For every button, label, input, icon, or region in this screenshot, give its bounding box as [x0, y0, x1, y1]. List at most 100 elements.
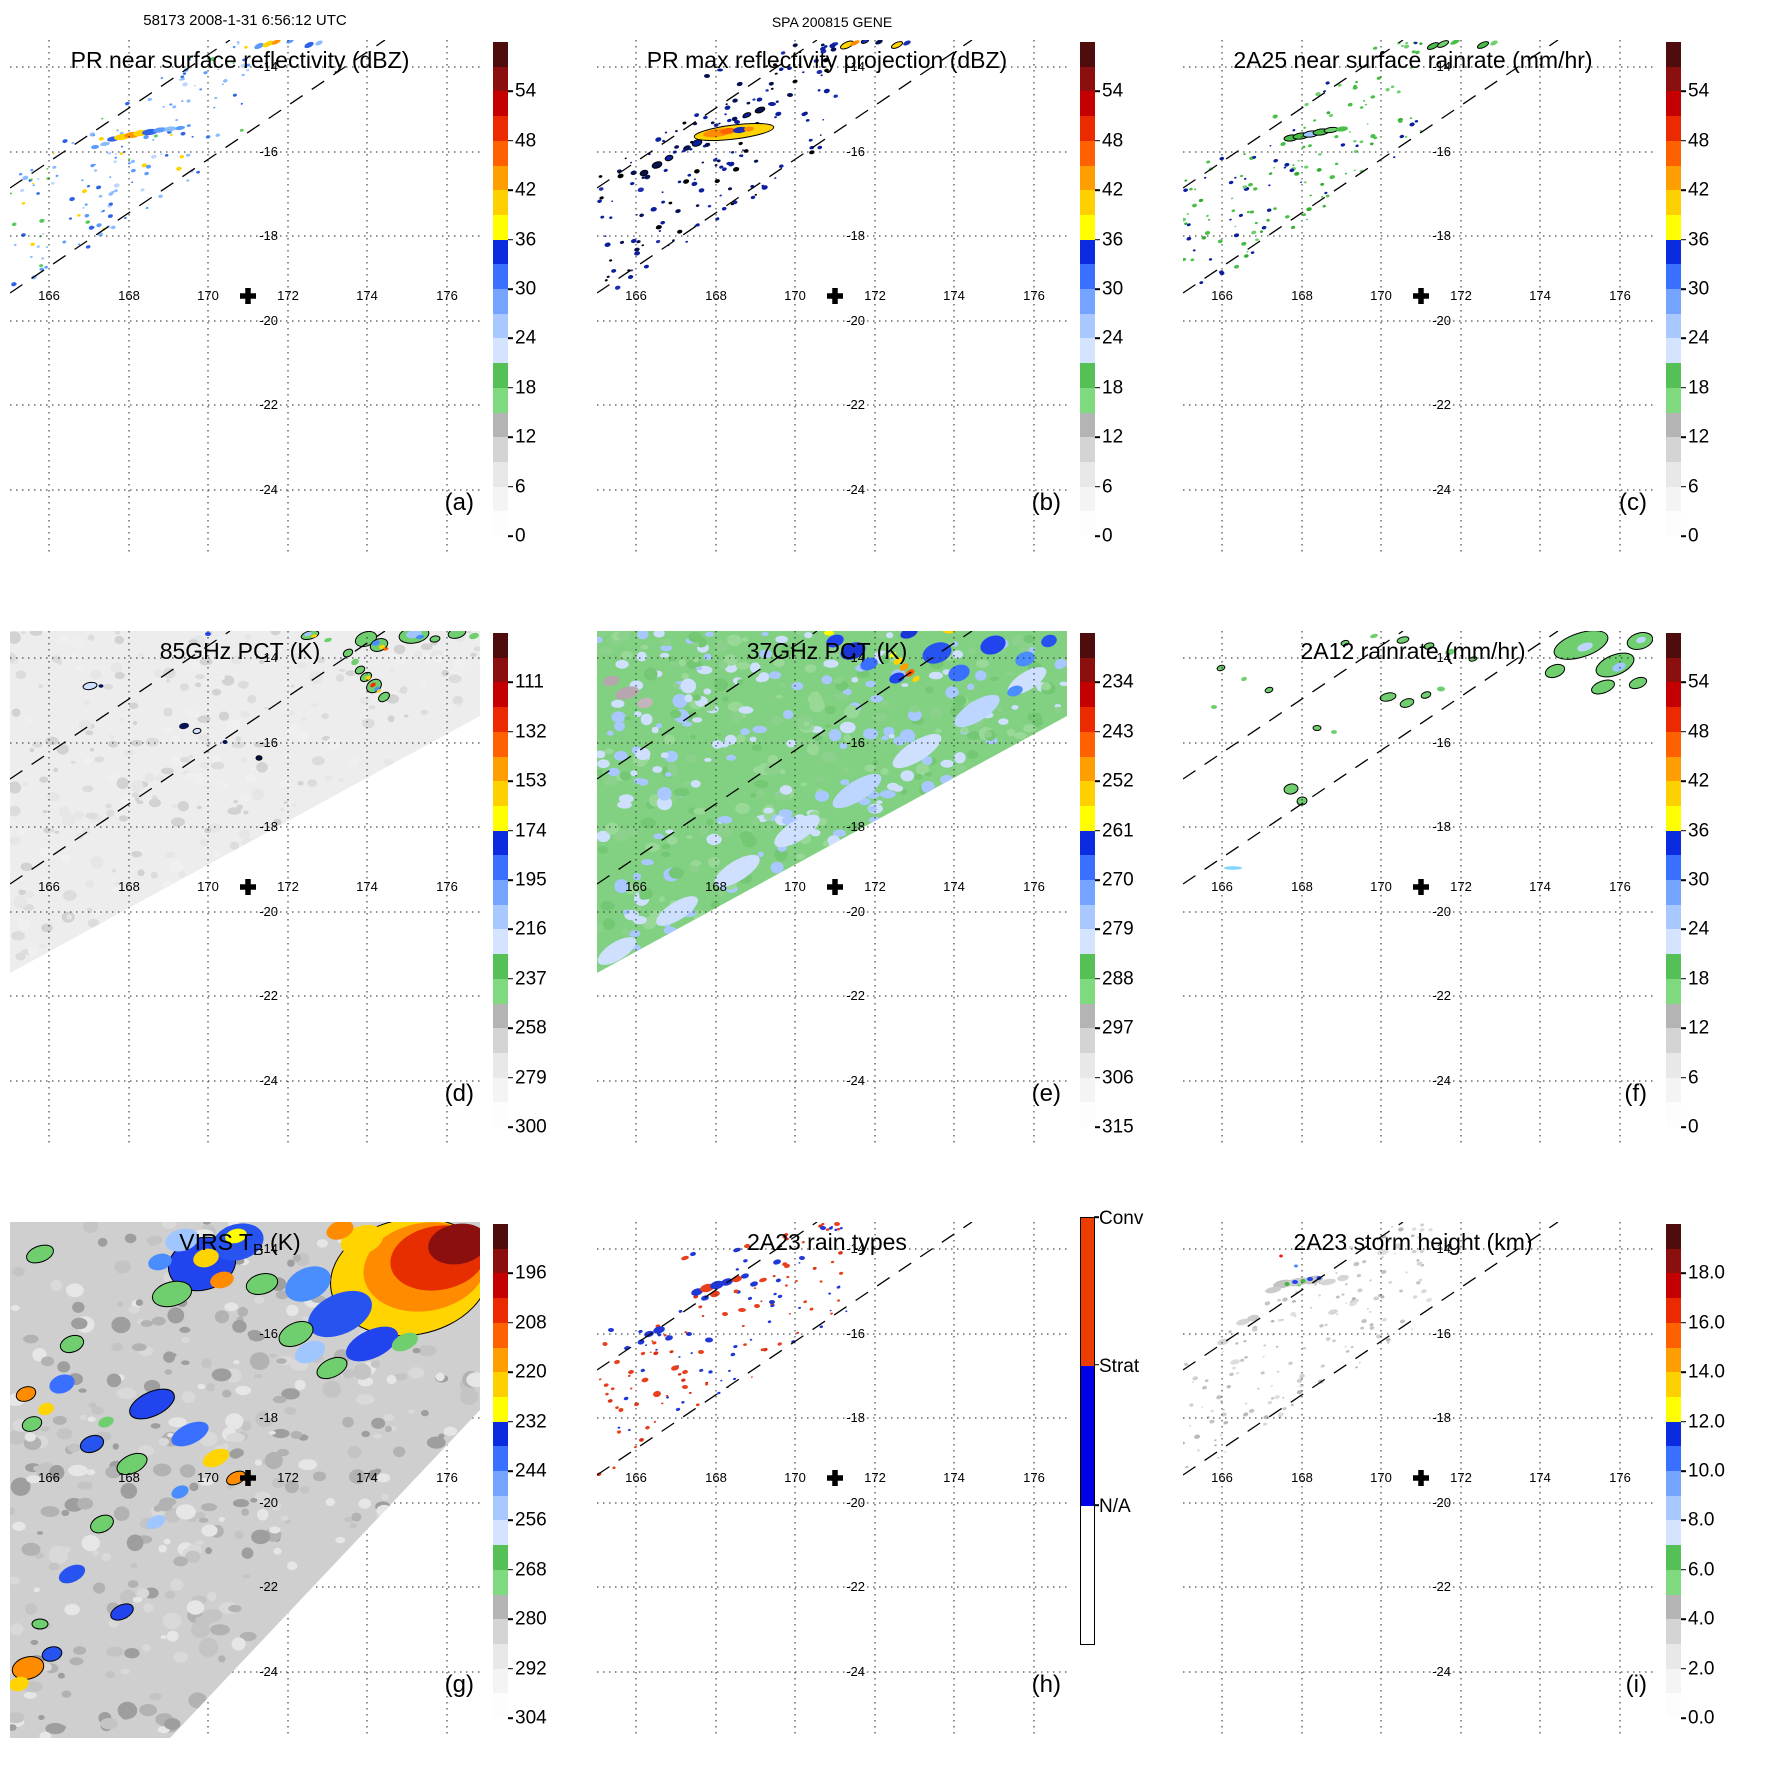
- colorbar-segment: [493, 1347, 508, 1373]
- colorbar-segment: [493, 781, 508, 806]
- swath-background: [10, 631, 480, 973]
- colorbar-segment: [1080, 880, 1095, 905]
- panel-h: 166 168 170 172 174 176 -14 -16 -18 -20 -22 -24 2A23…: [597, 1209, 1183, 1767]
- swath-edge-lower: [10, 40, 386, 294]
- colorbar-segment: [1080, 1077, 1095, 1103]
- lon-label: 176: [1609, 288, 1631, 303]
- colorbar-f: 54 48 42 36 30 24 18 12 6 0: [1666, 633, 1756, 1137]
- colorbar-segment: [1666, 313, 1681, 339]
- colorbar-scale: [1666, 42, 1681, 537]
- rain-type-colorbar: [1080, 1217, 1095, 1645]
- lon-label: 174: [1529, 288, 1551, 303]
- colorbar-tick-label: 12: [1688, 426, 1710, 448]
- colorbar-h: Conv Strat N/A: [1080, 1209, 1170, 1645]
- lat-label: -22: [259, 988, 278, 1003]
- colorbar-segment: [1080, 412, 1095, 438]
- colorbar-segment: [1080, 338, 1095, 364]
- lon-label: 168: [118, 1470, 140, 1485]
- colorbar-tick-label: 48: [1688, 721, 1710, 743]
- colorbar-segment: [1666, 1619, 1681, 1644]
- colorbar-tick-label: 6.0: [1688, 1559, 1715, 1581]
- colorbar-tick-label: 8.0: [1688, 1509, 1715, 1531]
- colorbar-tick-label: 279: [515, 1067, 547, 1089]
- lat-label: -14: [259, 59, 278, 74]
- colorbar-segment: [1080, 781, 1095, 806]
- lon-label: 170: [1370, 288, 1392, 303]
- colorbar-segment: [1666, 1594, 1681, 1620]
- colorbar-segment: [493, 633, 508, 658]
- map-d: 166 168 170 172 174 176 -14 -16 -18 -20 -22 -24 85GH…: [10, 631, 480, 1147]
- colorbar-segment: [1080, 437, 1095, 462]
- lon-label: 166: [1211, 1470, 1233, 1485]
- rain-type-label: Strat: [1099, 1355, 1140, 1377]
- lat-label: -16: [1432, 1326, 1451, 1341]
- colorbar-segment: [493, 437, 508, 462]
- colorbar-segment: [1666, 140, 1681, 166]
- colorbar-tick-label: 288: [1102, 968, 1134, 990]
- lat-label: -24: [846, 1073, 865, 1088]
- lon-label: 166: [625, 288, 647, 303]
- lon-label: 166: [38, 288, 60, 303]
- swath-background: [597, 631, 1067, 973]
- colorbar-segment: [493, 682, 508, 708]
- colorbar-segment: [1666, 633, 1681, 658]
- colorbar-segment: [493, 165, 508, 191]
- colorbar-segment: [493, 756, 508, 782]
- swath-edge-upper: [597, 631, 818, 780]
- colorbar-tick-label: 0: [1102, 525, 1113, 547]
- panel-letter: (e): [1032, 1080, 1061, 1107]
- lon-label: 172: [864, 879, 886, 894]
- lat-label: -16: [846, 144, 865, 159]
- lat-label: -22: [846, 1579, 865, 1594]
- colorbar-tick-label: 261: [1102, 820, 1134, 842]
- colorbar-tick-label: 195: [515, 869, 547, 891]
- lat-label: -16: [259, 735, 278, 750]
- panel-title: 85GHz PCT (K): [160, 638, 321, 664]
- colorbar-scale: [1666, 1224, 1681, 1719]
- colorbar-scale: [1080, 633, 1095, 1128]
- colorbar-segment: [1666, 486, 1681, 512]
- colorbar-tick-label: 0: [1688, 1116, 1699, 1138]
- colorbar-segment: [493, 1495, 508, 1521]
- panel-title: PR near surface reflectivity (dBZ): [71, 47, 410, 73]
- gridlines: [10, 40, 480, 556]
- colorbar-tick-label: 244: [515, 1460, 547, 1482]
- colorbar-segment: [1666, 1077, 1681, 1103]
- colorbar-tick-label: 48: [1688, 130, 1710, 152]
- colorbar-tick-label: 54: [1688, 80, 1710, 102]
- colorbar-tick-label: 36: [1688, 820, 1710, 842]
- swath-edge-upper: [10, 40, 231, 189]
- lon-label: 176: [1609, 1470, 1631, 1485]
- swath-edge-upper: [1183, 40, 1404, 189]
- lon-label: 172: [864, 288, 886, 303]
- lat-label: -14: [259, 650, 278, 665]
- colorbar-segment: [493, 289, 508, 314]
- data-layer: [1183, 40, 1498, 285]
- storm-center-marker: [827, 288, 843, 304]
- colorbar-segment: [1666, 657, 1681, 683]
- colorbar-segment: [493, 1102, 508, 1128]
- colorbar-tick-label: 30: [1688, 869, 1710, 891]
- panel-title: VIRS TB (K): [179, 1229, 300, 1259]
- map-b: 166 168 170 172 174 176 -14 -16 -18 -20 -22 -24 PR m…: [597, 40, 1067, 556]
- colorbar-segment: [493, 1248, 508, 1274]
- header-timestamp: 58173 2008-1-31 6:56:12 UTC: [143, 12, 347, 29]
- storm-center-marker: [240, 1470, 256, 1486]
- colorbar-segment: [1666, 1372, 1681, 1397]
- data-layer: [10, 1222, 480, 1738]
- panel-letter: (i): [1626, 1671, 1647, 1698]
- panel-c: 166 168 170 172 174 176 -14 -16 -18 -20 -22 -24 2A25…: [1183, 40, 1769, 585]
- lon-label: 174: [1529, 1470, 1551, 1485]
- storm-center-marker: [1413, 1470, 1429, 1486]
- map-i: 166 168 170 172 174 176 -14 -16 -18 -20 -22 -24 2A23…: [1183, 1222, 1653, 1738]
- colorbar-segment: [1666, 264, 1681, 290]
- panel-i: 166 168 170 172 174 176 -14 -16 -18 -20 -22 -24 2A23…: [1183, 1222, 1769, 1767]
- swath-edge-upper: [1183, 1222, 1404, 1371]
- colorbar-tick-label: 306: [1102, 1067, 1134, 1089]
- panel-letter: (g): [445, 1671, 474, 1698]
- lat-label: -14: [259, 1241, 278, 1256]
- colorbar-tick-label: 36: [1102, 229, 1124, 251]
- colorbar-tick-label: 42: [1102, 179, 1124, 201]
- colorbar-segment: [1666, 42, 1681, 67]
